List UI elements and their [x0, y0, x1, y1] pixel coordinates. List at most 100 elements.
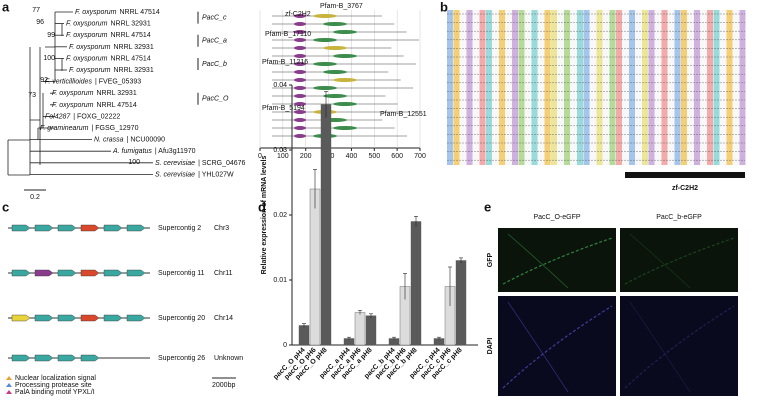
zf-domain — [294, 30, 306, 34]
species: F. oxysporum — [52, 102, 94, 109]
row-label: GFP — [487, 252, 494, 267]
alignment-column — [518, 10, 525, 165]
alignment-column — [512, 10, 518, 165]
contig-name: Supercontig 11 — [158, 270, 205, 277]
leaf-label: F. oxysporum NRRL 47514 — [75, 9, 160, 16]
pfam-domain — [333, 54, 357, 58]
micrograph — [620, 228, 738, 292]
bar — [410, 221, 422, 346]
domain-label: Pfam-B_3767 — [320, 3, 363, 10]
legend-marker — [6, 376, 12, 380]
panel-label: b — [440, 0, 448, 14]
bar — [354, 312, 366, 346]
micrograph — [498, 296, 616, 396]
gene — [34, 269, 54, 277]
gene — [11, 314, 31, 322]
gene — [57, 314, 77, 322]
panel-label: e — [484, 199, 491, 214]
gene — [57, 269, 77, 277]
bootstrap: 100 — [43, 55, 55, 62]
species: F. graminearum — [40, 125, 89, 132]
zf-domain — [294, 86, 306, 90]
alignment-column — [577, 10, 583, 165]
leaf-label: F. oxysporum NRRL 47514 — [66, 55, 151, 62]
motif-label: zf-C2H2 — [672, 185, 698, 192]
gene — [80, 354, 100, 362]
zf-domain — [294, 22, 306, 26]
strain: | SCRG_04676 — [198, 160, 245, 167]
tick-label: 100 — [277, 153, 289, 160]
species: N. crassa — [94, 136, 124, 143]
gene — [34, 314, 54, 322]
pfam-domain — [313, 86, 337, 90]
strain: NRRL 32931 — [97, 90, 137, 97]
alignment-column — [466, 10, 473, 165]
row-label: DAPI — [487, 338, 494, 355]
species: F. oxysporum — [75, 9, 117, 16]
species: F. oxysporum — [66, 32, 108, 39]
clade-label: PacC_O — [202, 96, 229, 103]
tick-label: 600 — [391, 153, 403, 160]
bar — [320, 104, 332, 346]
gene — [11, 224, 31, 232]
leaf-label: Fol4287 | FOXG_02222 — [45, 113, 120, 120]
scale-label: 0.2 — [30, 194, 40, 201]
species: F. verticillioides — [45, 78, 92, 85]
bootstrap: 100 — [128, 159, 140, 166]
alignment-column — [544, 10, 551, 165]
y-tick-label: 0.04 — [273, 82, 287, 89]
zf-domain — [294, 38, 306, 42]
domain-label: Pfam-B_17110 — [265, 31, 311, 38]
alignment-column — [564, 10, 570, 165]
species: A. fumigatus — [112, 148, 152, 155]
strain: NRRL 47514 — [120, 9, 160, 16]
leaf-label: F. graminearum | FGSG_12970 — [40, 125, 139, 132]
alignment-column — [694, 10, 700, 165]
alignment-column — [499, 10, 505, 165]
zf-domain — [294, 126, 306, 130]
column-title: PacC_O-eGFP — [533, 214, 580, 221]
alignment-column — [629, 10, 635, 165]
bootstrap: 73 — [28, 92, 36, 99]
pfam-domain — [323, 22, 347, 26]
clade-label: PacC_c — [202, 14, 227, 21]
contig-chr: Chr11 — [214, 270, 233, 277]
strain: NRRL 32931 — [114, 67, 154, 74]
pfam-domain — [323, 94, 347, 98]
micrograph — [620, 296, 738, 396]
alignment-column — [583, 10, 590, 165]
species: F. oxysporum — [69, 44, 111, 51]
pfam-domain — [323, 70, 347, 74]
strain: | YHL027W — [198, 171, 234, 178]
leaf-label: F. oxysporum NRRL 47514 — [52, 102, 137, 109]
alignment-column — [596, 10, 603, 165]
tick-label: 400 — [346, 153, 358, 160]
gene — [80, 224, 100, 232]
zf-domain — [294, 70, 306, 74]
bar — [298, 325, 310, 346]
zf-domain — [294, 62, 306, 66]
contig-name: Supercontig 20 — [158, 315, 205, 322]
hypha — [629, 233, 691, 289]
leaf-label: A. fumigatus | Afu3g11970 — [112, 148, 196, 155]
gene — [103, 224, 123, 232]
bar — [365, 315, 377, 346]
legend-label: Processing protease site — [15, 382, 92, 389]
legend-marker — [6, 390, 12, 394]
alignment-column — [531, 10, 538, 165]
legend-marker — [6, 383, 12, 387]
alignment-column — [479, 10, 486, 165]
strain: | FOXG_02222 — [73, 113, 120, 120]
strain: NRRL 47514 — [111, 32, 151, 39]
tick-label: 0 — [258, 153, 262, 160]
panel-label: d — [258, 199, 266, 214]
species: F. oxysporum — [66, 55, 108, 62]
micrograph — [498, 228, 616, 292]
strain: | NCU00090 — [127, 136, 166, 143]
pfam-domain — [333, 30, 357, 34]
hypha — [502, 237, 613, 285]
gene — [57, 224, 77, 232]
contig-chr: Chr14 — [214, 315, 233, 322]
zf-domain — [294, 46, 306, 50]
